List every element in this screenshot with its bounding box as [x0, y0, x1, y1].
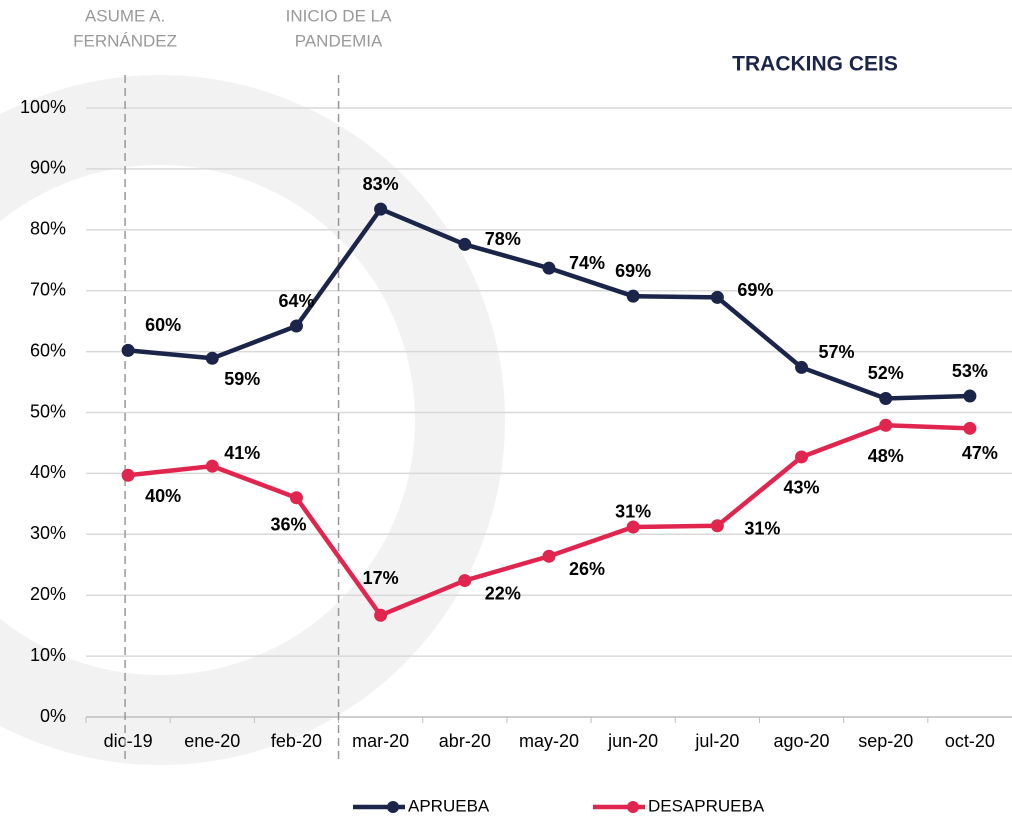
data-point [963, 421, 977, 435]
data-point [289, 319, 303, 333]
data-label: 47% [962, 443, 998, 463]
data-label: 17% [363, 568, 399, 588]
data-point [879, 418, 893, 432]
data-point [205, 459, 219, 473]
data-label: 22% [485, 583, 521, 603]
data-label: 69% [615, 261, 651, 281]
legend-label: DESAPRUEBA [648, 796, 765, 815]
y-tick-label: 30% [30, 523, 66, 543]
y-tick-label: 90% [30, 158, 66, 178]
y-tick-label: 100% [20, 97, 66, 117]
x-tick-label: feb-20 [271, 731, 322, 751]
data-point [542, 261, 556, 275]
y-tick-label: 10% [30, 645, 66, 665]
data-point [121, 468, 135, 482]
data-point [710, 290, 724, 304]
x-tick-label: abr-20 [439, 731, 491, 751]
legend-marker [627, 801, 639, 813]
y-tick-label: 60% [30, 340, 66, 360]
data-point [458, 237, 472, 251]
data-point [795, 360, 809, 374]
x-tick-label: mar-20 [352, 731, 409, 751]
x-tick-label: oct-20 [945, 731, 995, 751]
data-point [374, 202, 388, 216]
data-label: 59% [224, 369, 260, 389]
annotation-text: ASUME A. [85, 6, 165, 25]
data-point [542, 549, 556, 563]
data-label: 60% [145, 315, 181, 335]
x-tick-label: ene-20 [184, 731, 240, 751]
data-label: 69% [737, 280, 773, 300]
y-tick-label: 20% [30, 584, 66, 604]
y-tick-label: 0% [40, 706, 66, 726]
y-tick-label: 50% [30, 401, 66, 421]
annotation-text: INICIO DE LA [286, 6, 392, 25]
data-label: 36% [270, 515, 306, 535]
x-tick-label: ago-20 [774, 731, 830, 751]
y-tick-label: 80% [30, 219, 66, 239]
data-point [963, 389, 977, 403]
data-label: 41% [224, 443, 260, 463]
x-tick-label: jul-20 [694, 731, 739, 751]
data-label: 40% [145, 486, 181, 506]
data-point [121, 343, 135, 357]
data-label: 31% [615, 502, 651, 522]
data-point [205, 351, 219, 365]
data-point [795, 450, 809, 464]
annotation-text: PANDEMIA [295, 31, 383, 50]
x-tick-label: sep-20 [858, 731, 913, 751]
data-label: 78% [485, 229, 521, 249]
data-point [710, 519, 724, 533]
data-point [626, 289, 640, 303]
data-label: 74% [569, 253, 605, 273]
legend-label: APRUEBA [408, 796, 490, 815]
data-point [626, 520, 640, 534]
y-tick-label: 40% [30, 462, 66, 482]
data-point [289, 491, 303, 505]
data-label: 83% [363, 174, 399, 194]
data-label: 64% [278, 291, 314, 311]
y-tick-label: 70% [30, 279, 66, 299]
legend-marker [387, 801, 399, 813]
x-tick-label: jun-20 [607, 731, 658, 751]
x-tick-label: may-20 [519, 731, 579, 751]
watermark [0, 75, 505, 765]
data-label: 31% [744, 519, 780, 539]
annotation-text: FERNÁNDEZ [73, 31, 177, 50]
x-tick-label: dic-19 [104, 731, 153, 751]
data-point [374, 608, 388, 622]
data-point [458, 574, 472, 588]
data-point [879, 391, 893, 405]
data-label: 53% [952, 361, 988, 381]
data-label: 43% [784, 478, 820, 498]
data-label: 57% [819, 342, 855, 362]
data-label: 26% [569, 559, 605, 579]
data-label: 48% [868, 446, 904, 466]
chart-title: TRACKING CEIS [732, 53, 898, 76]
data-label: 52% [868, 363, 904, 383]
